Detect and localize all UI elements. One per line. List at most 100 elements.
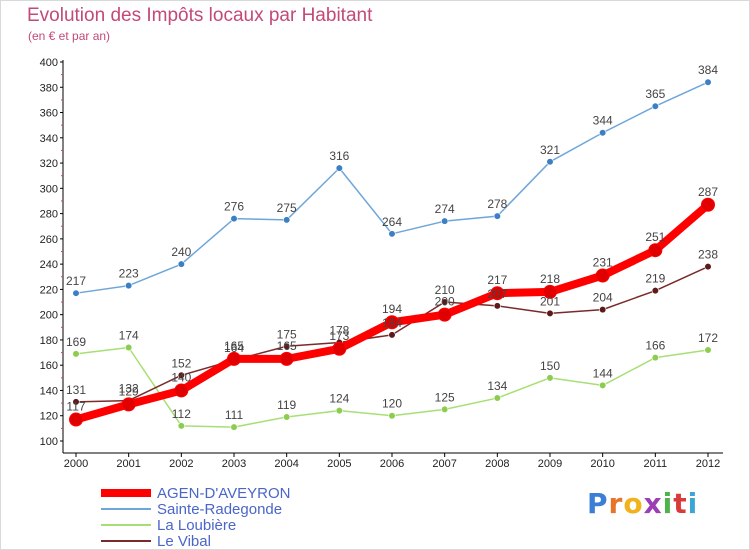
x-tick-label: 2002 (169, 458, 193, 470)
y-tick-label: 320 (40, 158, 58, 170)
data-point (121, 397, 136, 412)
data-label: 132 (119, 382, 139, 396)
logo-letter: t (673, 487, 688, 520)
data-label: 219 (645, 272, 665, 286)
legend-swatch-le-vibal (101, 540, 151, 542)
data-point (69, 412, 83, 427)
data-point (72, 289, 80, 297)
data-point (704, 346, 712, 354)
data-label: 172 (698, 331, 718, 345)
data-label: 144 (593, 366, 613, 380)
data-point (493, 302, 501, 310)
x-tick-label: 2003 (222, 458, 246, 470)
data-point (651, 354, 659, 362)
data-point (227, 351, 241, 366)
data-label: 119 (277, 398, 296, 412)
data-label: 111 (225, 408, 244, 422)
y-tick-label: 200 (40, 310, 58, 322)
x-tick-label: 2006 (380, 458, 404, 470)
data-point (174, 383, 189, 398)
logo-letter: i (687, 487, 699, 520)
legend-label-la-loubiere: La Loubière (157, 516, 237, 534)
data-point (441, 405, 449, 414)
data-label: 152 (171, 356, 191, 370)
legend-swatch-agen (101, 489, 151, 497)
logo-letter: P (587, 487, 609, 520)
chart-legend: AGEN-D'AVEYRON Sainte-Radegonde La Loubi… (101, 485, 290, 549)
data-label: 278 (487, 197, 507, 211)
y-tick-label: 400 (40, 57, 58, 69)
data-point (651, 287, 659, 295)
y-tick-label: 100 (40, 436, 58, 448)
y-tick-label: 240 (40, 259, 58, 271)
y-tick-label: 140 (40, 385, 58, 397)
data-point (701, 197, 715, 212)
chart-subtitle: (en € et par an) (28, 29, 111, 43)
data-label: 150 (540, 359, 560, 373)
data-label: 169 (66, 335, 86, 349)
x-tick-label: 2010 (590, 458, 614, 470)
data-label: 316 (329, 149, 349, 163)
data-label: 207 (487, 287, 507, 301)
y-tick-label: 160 (40, 360, 58, 372)
data-point (704, 78, 712, 86)
data-label: 200 (435, 295, 455, 309)
data-point (493, 212, 501, 220)
data-label: 238 (698, 248, 718, 262)
data-point (385, 315, 399, 330)
legend-label-agen: AGEN-D'AVEYRON (157, 484, 291, 502)
y-tick-label: 380 (40, 82, 58, 94)
x-tick-label: 2011 (644, 458, 668, 470)
x-tick-label: 2009 (538, 458, 562, 470)
data-point (490, 286, 505, 301)
data-point (177, 422, 185, 430)
data-point (388, 230, 396, 238)
y-tick-label: 120 (40, 411, 58, 423)
data-label: 178 (329, 323, 349, 337)
data-label: 264 (382, 215, 402, 229)
data-point (177, 260, 185, 268)
data-label: 210 (435, 283, 455, 297)
data-label: 140 (171, 370, 191, 384)
data-label: 165 (224, 339, 244, 353)
logo-letter: r (608, 487, 624, 520)
series-line-1 (75, 81, 709, 294)
data-point (177, 371, 185, 379)
data-label: 274 (435, 202, 455, 216)
legend-item-sainte-radegonde: Sainte-Radegonde (101, 501, 290, 518)
data-label: 223 (119, 267, 139, 281)
data-label: 321 (540, 143, 560, 157)
data-label: 201 (540, 294, 560, 308)
y-tick-label: 220 (40, 284, 58, 296)
x-tick-label: 2007 (432, 458, 456, 470)
data-label: 384 (698, 63, 718, 77)
data-point (283, 342, 291, 350)
data-point (546, 374, 554, 382)
data-label: 134 (487, 379, 507, 393)
data-point (546, 158, 554, 166)
data-point (648, 243, 663, 258)
data-label: 124 (329, 392, 349, 406)
data-label: 173 (329, 329, 349, 343)
data-point (437, 307, 452, 322)
data-label: 194 (382, 302, 402, 316)
x-tick-label: 2012 (696, 458, 720, 470)
data-point (125, 282, 133, 290)
y-tick-label: 280 (40, 209, 58, 221)
data-point (599, 381, 607, 390)
legend-label-le-vibal: Le Vibal (157, 532, 211, 550)
data-point (546, 309, 554, 318)
data-point (230, 215, 238, 223)
legend-swatch-la-loubiere (101, 524, 151, 526)
data-label: 164 (224, 341, 244, 355)
legend-item-la-loubiere: La Loubière (101, 516, 290, 534)
x-tick-label: 2004 (274, 458, 298, 470)
data-label: 251 (645, 230, 665, 244)
data-point (441, 298, 449, 306)
data-label: 365 (645, 87, 665, 101)
x-tick-label: 2008 (485, 458, 509, 470)
y-tick-label: 260 (40, 234, 58, 246)
legend-swatch-sainte-radegonde (101, 508, 151, 510)
